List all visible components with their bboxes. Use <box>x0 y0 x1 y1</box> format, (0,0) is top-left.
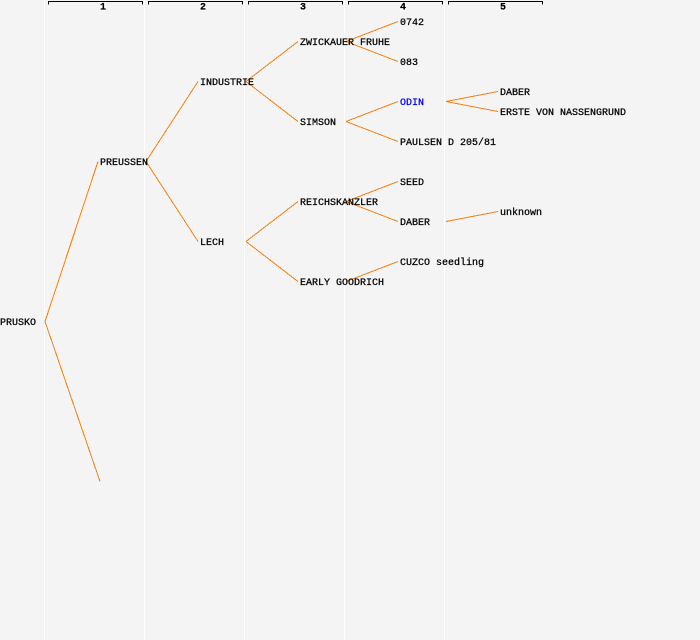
svg-text:SIMSON: SIMSON <box>300 118 336 129</box>
svg-text:ZWICKAUER FRUHE: ZWICKAUER FRUHE <box>300 38 390 49</box>
svg-text:REICHSKANZLER: REICHSKANZLER <box>300 198 378 209</box>
svg-text:4: 4 <box>400 3 406 14</box>
svg-text:INDUSTRIE: INDUSTRIE <box>200 78 254 89</box>
svg-text:unknown: unknown <box>500 207 542 219</box>
svg-text:083: 083 <box>400 58 418 69</box>
svg-text:ODIN: ODIN <box>400 98 424 109</box>
svg-text:PAULSEN D 205/81: PAULSEN D 205/81 <box>400 137 496 149</box>
svg-text:1: 1 <box>100 3 106 14</box>
svg-text:DABER: DABER <box>400 218 430 229</box>
svg-text:LECH: LECH <box>200 238 224 249</box>
svg-text:PREUSSEN: PREUSSEN <box>100 158 148 169</box>
svg-text:SEED: SEED <box>400 178 424 189</box>
svg-text:ERSTE VON NASSENGRUND: ERSTE VON NASSENGRUND <box>500 108 626 119</box>
svg-text:PRUSKO: PRUSKO <box>0 318 36 329</box>
svg-text:CUZCO seedling: CUZCO seedling <box>400 257 484 269</box>
svg-text:2: 2 <box>200 3 206 14</box>
svg-text:EARLY GOODRICH: EARLY GOODRICH <box>300 278 384 289</box>
svg-text:0742: 0742 <box>400 18 424 29</box>
svg-text:5: 5 <box>500 3 506 14</box>
svg-text:DABER: DABER <box>500 88 530 99</box>
svg-text:3: 3 <box>300 3 306 14</box>
